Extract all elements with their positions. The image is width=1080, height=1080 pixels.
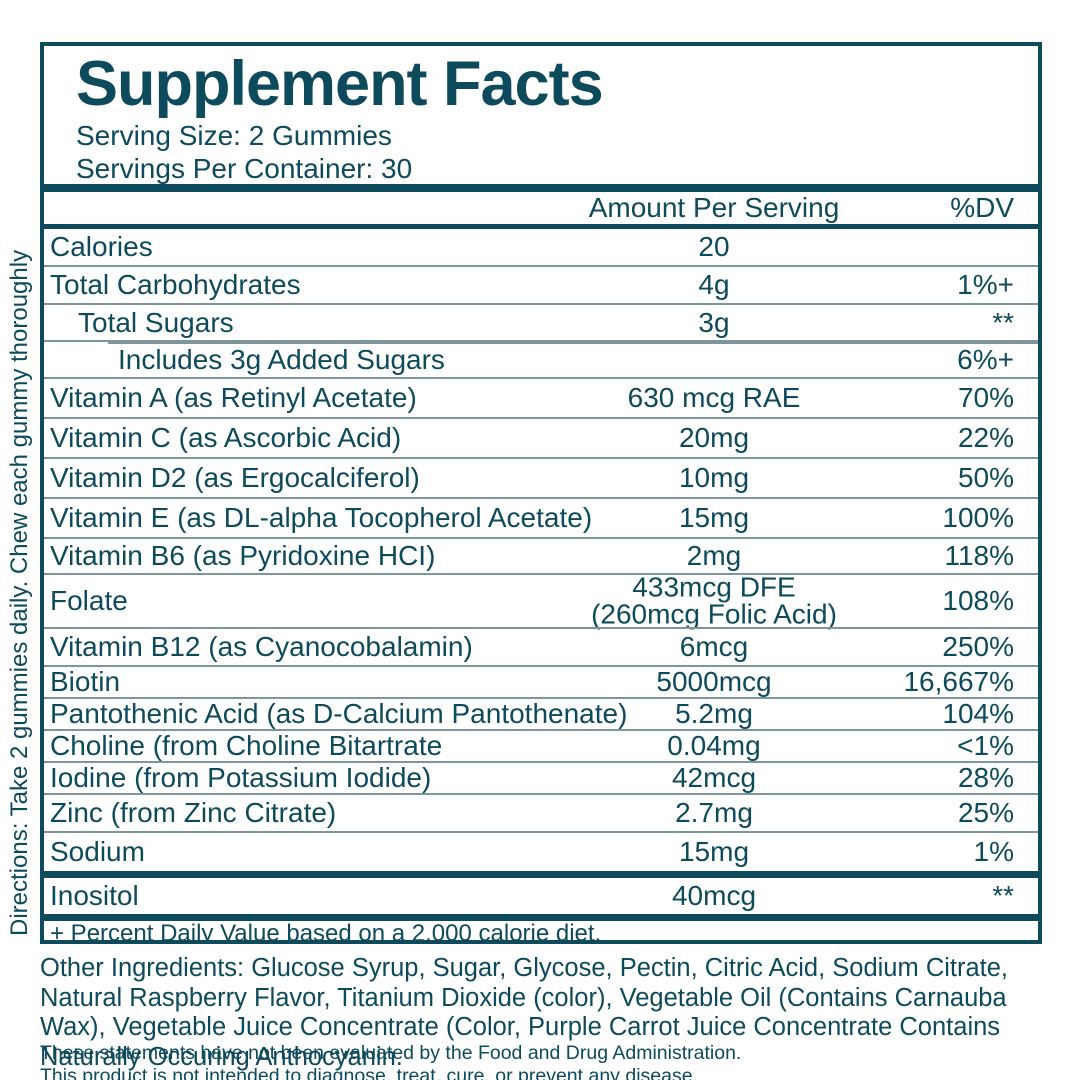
- table-row-total-carbohydrates: Total Carbohydrates 4g 1%+: [44, 265, 1038, 303]
- nutrient-amount: 40mcg: [671, 880, 757, 912]
- table-row-vitamin-b6: Vitamin B6 (as Pyridoxine HCI) 2mg 118%: [44, 537, 1038, 573]
- nutrient-name: Includes 3g Added Sugars: [118, 343, 445, 375]
- nutrient-name: Vitamin B12 (as Cyanocobalamin): [50, 631, 473, 663]
- nutrient-name: Vitamin C (as Ascorbic Acid): [50, 422, 402, 454]
- table-row-iodine: Iodine (from Potassium Iodide) 42mcg 28%: [44, 761, 1038, 793]
- table-row-sodium: Sodium 15mg 1%: [44, 831, 1038, 871]
- nutrient-dv: 25%: [957, 797, 1014, 829]
- table-row-total-sugars: Total Sugars 3g **: [44, 303, 1038, 340]
- nutrient-name: Zinc (from Zinc Citrate): [50, 797, 337, 829]
- nutrient-name: Total Sugars: [78, 306, 234, 338]
- nutrient-dv: 6%+: [957, 343, 1014, 375]
- nutrient-name: Total Carbohydrates: [50, 269, 301, 301]
- directions-text: Directions: Take 2 gummies daily. Chew e…: [6, 249, 33, 936]
- nutrient-amount: 5.2mg: [675, 698, 753, 730]
- table-row-vitamin-b12: Vitamin B12 (as Cyanocobalamin) 6mcg 250…: [44, 627, 1038, 665]
- nutrient-name: Choline (from Choline Bitartrate: [50, 730, 443, 762]
- nutrient-name: Vitamin E (as DL-alpha Tocopherol Acetat…: [50, 502, 593, 534]
- column-dv-header: %DV: [950, 192, 1014, 224]
- nutrient-amount: 42mcg: [671, 762, 757, 794]
- nutrient-rows: Calories 20 Total Carbohydrates 4g 1%+ T…: [44, 229, 1038, 871]
- divider-thick-top: [44, 184, 1038, 193]
- nutrient-amount: 15mg: [678, 836, 750, 868]
- nutrient-dv: 104%: [942, 698, 1014, 730]
- nutrient-amount: 2mg: [686, 540, 742, 572]
- nutrient-amount-line2: (260mcg Folic Acid): [591, 598, 837, 630]
- nutrient-dv: 108%: [942, 585, 1014, 617]
- nutrient-name: Vitamin D2 (as Ergocalciferol): [50, 462, 420, 494]
- nutrient-amount: 5000mcg: [656, 666, 772, 698]
- divider-under-header: [44, 224, 1038, 230]
- column-amount-header: Amount Per Serving: [588, 192, 840, 224]
- nutrient-name: Folate: [50, 585, 128, 617]
- nutrient-name: Sodium: [50, 836, 145, 868]
- nutrient-amount: 630 mcg RAE: [627, 382, 801, 414]
- disclaimer-line-2: This product is not intended to diagnose…: [40, 1065, 698, 1080]
- table-row-biotin: Biotin 5000mcg 16,667%: [44, 665, 1038, 697]
- table-row-choline: Choline (from Choline Bitartrate 0.04mg …: [44, 729, 1038, 761]
- table-row-added-sugars: Includes 3g Added Sugars 6%+: [44, 340, 1038, 377]
- nutrient-name: Pantothenic Acid (as D-Calcium Pantothen…: [50, 698, 628, 730]
- panel-title: Supplement Facts: [76, 49, 604, 119]
- nutrient-amount-line1: 433mcg DFE: [632, 571, 796, 603]
- nutrient-amount: 3g: [698, 306, 730, 338]
- nutrient-dv: **: [992, 880, 1014, 912]
- nutrient-dv: **: [992, 306, 1014, 338]
- nutrient-dv: 28%: [957, 762, 1014, 794]
- table-row-calories: Calories 20: [44, 229, 1038, 265]
- table-row-zinc: Zinc (from Zinc Citrate) 2.7mg 25%: [44, 793, 1038, 831]
- nutrient-dv: <1%: [957, 730, 1014, 762]
- nutrient-amount: 433mcg DFE (260mcg Folic Acid): [534, 571, 894, 630]
- table-row-pantothenic-acid: Pantothenic Acid (as D-Calcium Pantothen…: [44, 697, 1038, 729]
- table-row-vitamin-e: Vitamin E (as DL-alpha Tocopherol Acetat…: [44, 497, 1038, 537]
- nutrient-name: Vitamin A (as Retinyl Acetate): [50, 382, 417, 414]
- nutrient-amount: 10mg: [678, 462, 750, 494]
- table-row-vitamin-d2: Vitamin D2 (as Ergocalciferol) 10mg 50%: [44, 457, 1038, 497]
- nutrient-dv: 22%: [957, 422, 1014, 454]
- fda-disclaimer: These statements have not been evaluated…: [40, 1042, 1054, 1080]
- nutrient-name: Biotin: [50, 666, 121, 698]
- footnote-daily-value: + Percent Daily Value based on a 2,000 c…: [50, 921, 602, 940]
- nutrient-dv: 50%: [957, 462, 1014, 494]
- nutrient-name: Iodine (from Potassium Iodide): [50, 762, 432, 794]
- nutrient-amount: 2.7mg: [675, 797, 753, 829]
- footnotes: + Percent Daily Value based on a 2,000 c…: [44, 921, 1038, 940]
- other-ingredients: Other Ingredients: Glucose Syrup, Sugar,…: [40, 954, 1009, 1071]
- table-row-folate: Folate 433mcg DFE (260mcg Folic Acid) 10…: [44, 571, 1038, 630]
- servings-per-container: Servings Per Container: 30: [76, 152, 413, 184]
- nutrient-dv: 1%+: [957, 269, 1014, 301]
- nutrient-dv: 1%: [973, 836, 1014, 868]
- nutrient-amount: 20: [698, 231, 730, 263]
- serving-size: Serving Size: 2 Gummies: [76, 119, 392, 151]
- nutrient-name: Vitamin B6 (as Pyridoxine HCI): [50, 540, 436, 572]
- nutrient-dv: 70%: [957, 382, 1014, 414]
- facts-panel: Supplement Facts Serving Size: 2 Gummies…: [40, 42, 1042, 944]
- nutrient-amount: 15mg: [678, 502, 750, 534]
- nutrient-dv: 100%: [942, 502, 1014, 534]
- nutrient-name: Inositol: [50, 880, 139, 912]
- nutrient-name: Calories: [50, 231, 153, 263]
- nutrient-dv: 16,667%: [903, 666, 1014, 698]
- column-header-row: Amount Per Serving %DV: [44, 192, 1038, 224]
- disclaimer-line-1: These statements have not been evaluated…: [40, 1042, 742, 1064]
- table-row-inositol: Inositol 40mcg **: [44, 878, 1038, 914]
- nutrient-dv: 118%: [944, 540, 1014, 572]
- nutrient-amount: 0.04mg: [667, 730, 761, 762]
- table-row-vitamin-a: Vitamin A (as Retinyl Acetate) 630 mcg R…: [44, 377, 1038, 417]
- nutrient-amount: 20mg: [678, 422, 750, 454]
- divider-above-inositol: [44, 871, 1038, 879]
- table-row-vitamin-c: Vitamin C (as Ascorbic Acid) 20mg 22%: [44, 417, 1038, 457]
- nutrient-dv: 250%: [942, 631, 1014, 663]
- divider-above-footnotes: [44, 914, 1038, 922]
- panel-header: Supplement Facts Serving Size: 2 Gummies…: [44, 46, 1038, 184]
- nutrient-amount: 4g: [698, 269, 730, 301]
- nutrient-amount: 6mcg: [679, 631, 749, 663]
